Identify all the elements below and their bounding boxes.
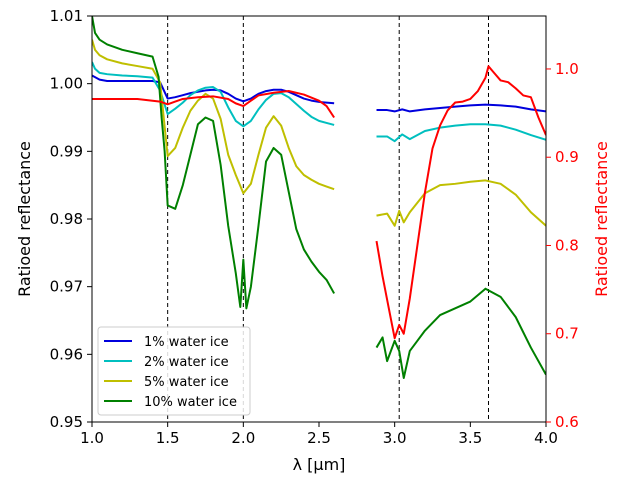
right-y-tick-label: 0.6	[555, 413, 579, 431]
series-line-0-segment-0	[92, 74, 335, 105]
x-tick-label: 3.0	[383, 429, 407, 447]
left-y-tick-label: 0.95	[50, 413, 83, 431]
x-tick-label: 1.0	[80, 429, 104, 447]
left-y-tick-label: 0.97	[50, 278, 83, 296]
right-y-tick-label: 1.0	[555, 60, 579, 78]
x-tick-label: 1.5	[156, 429, 180, 447]
series-line-2-segment-0	[92, 39, 335, 195]
right-y-tick-label: 0.8	[555, 236, 579, 254]
legend: 1% water ice 2% water ice 5% water ice 10% …	[97, 326, 251, 416]
series-line-1-segment-0	[92, 61, 335, 128]
series-line-2-segment-1	[376, 179, 546, 227]
left-y-tick-label: 1.00	[50, 75, 83, 93]
left-y-tick-label: 0.98	[50, 210, 83, 228]
series-line-4-segment-1	[375, 65, 546, 340]
series-line-3-segment-0	[92, 16, 336, 310]
series-line-1-segment-1	[376, 123, 546, 143]
x-axis-label: λ [µm]	[293, 455, 346, 474]
x-axis-ticks: 1.0 1.5 2.0 2.5 3.0 3.5 4.0	[80, 422, 558, 447]
right-y-axis-label: Ratioed reflectance	[592, 141, 611, 297]
left-y-axis-label: Ratioed reflectance	[15, 141, 34, 297]
left-y-tick-label: 0.99	[50, 142, 83, 160]
x-tick-label: 2.0	[231, 429, 255, 447]
legend-label: 2% water ice	[144, 355, 229, 370]
x-tick-label: 2.5	[307, 429, 331, 447]
series-layer	[92, 16, 546, 380]
left-y-axis-ticks: 0.95 0.96 0.97 0.98 0.99 1.00 1.01	[50, 7, 92, 431]
left-y-tick-label: 0.96	[50, 345, 83, 363]
series-line-4-segment-0	[92, 90, 335, 119]
legend-label: 5% water ice	[144, 375, 229, 390]
right-y-axis-ticks: 0.6 0.7 0.8 0.9 1.0	[546, 60, 579, 431]
legend-label: 1% water ice	[144, 335, 229, 350]
legend-box	[97, 326, 251, 416]
x-tick-label: 3.5	[458, 429, 482, 447]
legend-label: 10% water ice	[144, 395, 237, 410]
series-line-3-segment-1	[375, 287, 546, 380]
x-tick-label: 4.0	[534, 429, 558, 447]
right-y-tick-label: 0.7	[555, 325, 579, 343]
series-line-0-segment-1	[376, 103, 546, 113]
left-y-tick-label: 1.01	[50, 7, 83, 25]
right-y-tick-label: 0.9	[555, 148, 579, 166]
